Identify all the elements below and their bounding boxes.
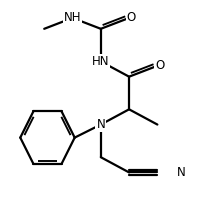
- Text: N: N: [96, 118, 105, 131]
- Text: N: N: [177, 166, 186, 179]
- Text: O: O: [127, 11, 136, 25]
- Text: NH: NH: [64, 11, 81, 25]
- Text: HN: HN: [92, 55, 110, 68]
- Text: O: O: [155, 59, 164, 72]
